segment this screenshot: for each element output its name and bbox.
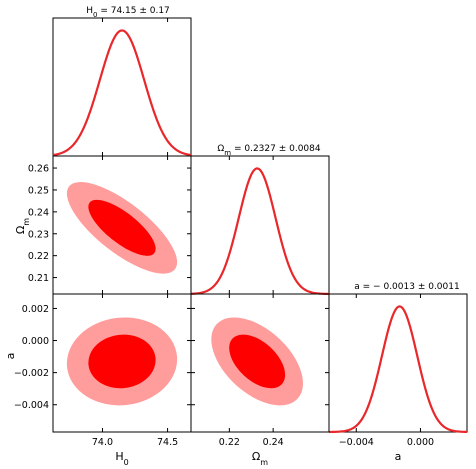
h0-axis-label: H0	[115, 450, 128, 467]
om-title: Ωm = 0.2327 ± 0.0084	[217, 144, 321, 157]
panel-frame	[190, 293, 330, 433]
a-axis-label: a	[395, 450, 402, 463]
om-posterior-curve	[190, 167, 330, 296]
panel-h0-a	[52, 293, 192, 433]
x-tick-label: 0.000	[407, 437, 434, 448]
x-tick-label: 74.0	[92, 437, 113, 448]
y-tick-label: 0.23	[28, 229, 49, 240]
y-tick-label: 0.21	[28, 273, 49, 284]
panel-frame	[328, 293, 468, 433]
x-tick-label: 0.22	[219, 437, 240, 448]
panel-om-a	[190, 293, 330, 433]
axis-ticks: 74.0 74.5 0.22 0.24 −0.004 0.000 0.21 0.22 0.23 0…	[14, 18, 434, 448]
y-tick-label: 0.002	[22, 304, 49, 315]
y-tick-label: 0.000	[22, 336, 49, 347]
om-y-axis-label: Ωm	[14, 218, 31, 234]
panel-a-marginal: a = − 0.0013 ± 0.0011	[328, 282, 468, 434]
x-tick-label: −0.004	[339, 437, 374, 448]
h0-posterior-curve	[52, 29, 192, 157]
a-posterior-curve	[328, 305, 468, 434]
h0-om-1sigma-contour	[88, 199, 156, 256]
y-tick-label: −0.004	[14, 400, 49, 411]
h0-a-1sigma-contour	[88, 334, 156, 389]
x-tick-label: 74.5	[157, 437, 178, 448]
panel-frame	[52, 17, 192, 157]
panel-h0-om	[52, 155, 192, 295]
panel-h0-marginal: H0 = 74.15 ± 0.17	[52, 6, 192, 157]
om-a-1sigma-contour	[229, 334, 286, 389]
y-tick-label: 0.26	[28, 164, 49, 175]
y-tick-label: −0.002	[14, 368, 49, 379]
h0-title: H0 = 74.15 ± 0.17	[86, 6, 170, 19]
a-title: a = − 0.0013 ± 0.0011	[354, 282, 459, 292]
y-tick-label: 0.24	[28, 207, 49, 218]
y-tick-label: 0.22	[28, 251, 49, 262]
om-axis-label: Ωm	[252, 450, 268, 467]
x-tick-label: 0.24	[263, 437, 284, 448]
panel-frame	[190, 155, 330, 295]
panel-om-marginal: Ωm = 0.2327 ± 0.0084	[190, 144, 330, 296]
a-y-axis-label: a	[4, 353, 17, 360]
y-tick-label: 0.25	[28, 185, 49, 196]
